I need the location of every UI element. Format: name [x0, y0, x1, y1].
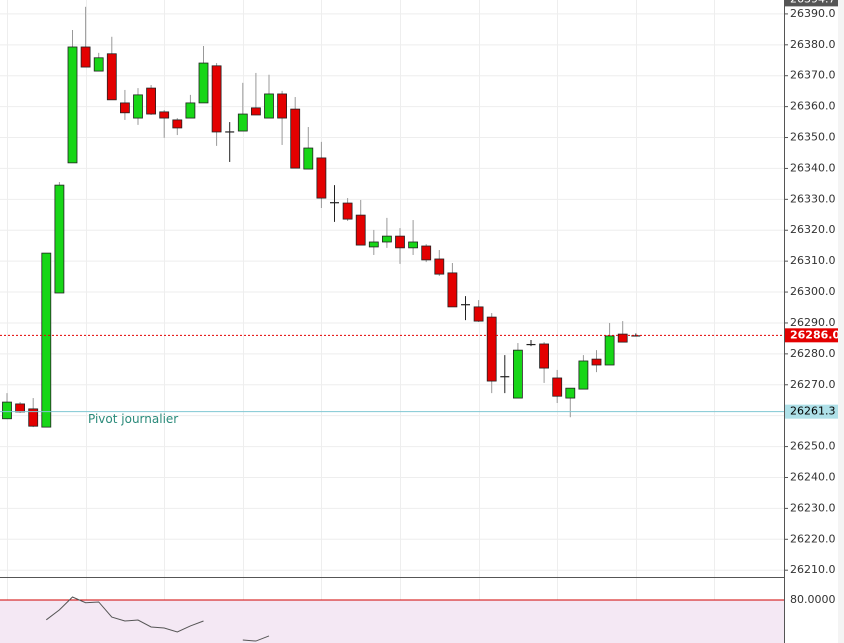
y-tick-label: 26340.0	[790, 161, 836, 174]
candle-body	[486, 316, 497, 382]
y-tick-label: 26310.0	[790, 254, 836, 267]
candle-body	[526, 343, 536, 346]
y-tick-label: 26240.0	[790, 470, 836, 483]
candle-body	[604, 335, 615, 366]
candle-body	[421, 245, 432, 261]
grid	[0, 0, 784, 643]
candle-body	[237, 113, 248, 132]
candle-body	[473, 306, 484, 322]
candle-body	[434, 258, 445, 275]
y-tick-label: 26290.0	[790, 316, 836, 329]
candle-body	[211, 65, 222, 133]
y-tick-label: 26370.0	[790, 69, 836, 82]
y-tick-label: 26250.0	[790, 440, 836, 453]
rsi-line	[45, 596, 270, 642]
candle-body	[28, 408, 39, 427]
y-tick-label: 26330.0	[790, 192, 836, 205]
rsi-band	[0, 600, 784, 643]
candle-body	[578, 360, 589, 390]
candle-body	[408, 241, 419, 249]
y-tick-label: 26230.0	[790, 501, 836, 514]
high-marker-label: 26394.7	[790, 0, 836, 5]
candle-body	[80, 46, 91, 68]
candle-body	[513, 349, 523, 399]
candle-body	[225, 131, 235, 133]
y-tick-label: 26270.0	[790, 378, 836, 391]
candle-body	[316, 157, 327, 199]
candle-body	[120, 102, 130, 114]
candle-body	[41, 252, 52, 428]
rsi-level-label: 80.0000	[790, 593, 836, 606]
candle-body	[198, 62, 209, 104]
candle-body	[500, 376, 510, 378]
candle-body	[565, 387, 576, 399]
candle-body	[539, 343, 549, 369]
last-price-label: 26286.0	[790, 328, 840, 341]
candle-body	[106, 53, 117, 101]
candle-body	[617, 333, 628, 343]
candle-body	[54, 184, 65, 294]
y-tick-label: 26220.0	[790, 532, 836, 545]
pivot-price-label: 26261.3	[790, 405, 836, 418]
candle-body	[461, 304, 470, 306]
candle-body	[631, 335, 641, 337]
scrollbar[interactable]	[838, 0, 844, 643]
candles: Pivot journalier	[0, 6, 784, 428]
y-tick-label: 26320.0	[790, 223, 836, 236]
y-tick-label: 26390.0	[790, 7, 836, 20]
candle-body	[552, 377, 563, 397]
price-axis: 26210.026220.026230.026240.026250.026260…	[784, 0, 840, 606]
candle-body	[172, 119, 183, 129]
candle-body	[290, 108, 301, 169]
candle-body	[591, 358, 602, 366]
candle-body	[250, 107, 261, 116]
candle-body	[355, 214, 366, 246]
last-price-box	[785, 328, 838, 343]
y-tick-label: 26380.0	[790, 38, 836, 51]
candle-body	[277, 93, 288, 119]
candle-body	[146, 87, 157, 115]
candle-body	[185, 102, 196, 119]
rsi-pane	[0, 596, 784, 643]
candle-body	[15, 403, 26, 413]
candle-body	[368, 241, 379, 248]
candle-body	[330, 202, 339, 204]
candle-body	[395, 235, 405, 249]
candle-body	[381, 235, 392, 243]
candle-body	[93, 57, 104, 72]
y-tick-label: 26360.0	[790, 100, 836, 113]
candle-body	[133, 94, 143, 119]
y-tick-label: 26280.0	[790, 347, 836, 360]
candle-body	[303, 147, 314, 170]
candle-body	[447, 272, 458, 308]
candle-body	[342, 202, 353, 220]
candle-body	[159, 111, 170, 119]
y-tick-label: 26350.0	[790, 131, 836, 144]
pivot-label: Pivot journalier	[88, 412, 178, 426]
y-tick-label: 26210.0	[790, 563, 836, 576]
y-tick-label: 26300.0	[790, 285, 836, 298]
candle-body	[264, 93, 274, 119]
candle-body	[2, 401, 12, 420]
pivot-price-box	[785, 404, 838, 419]
candle-body	[67, 46, 78, 164]
high-marker-box	[785, 0, 838, 7]
